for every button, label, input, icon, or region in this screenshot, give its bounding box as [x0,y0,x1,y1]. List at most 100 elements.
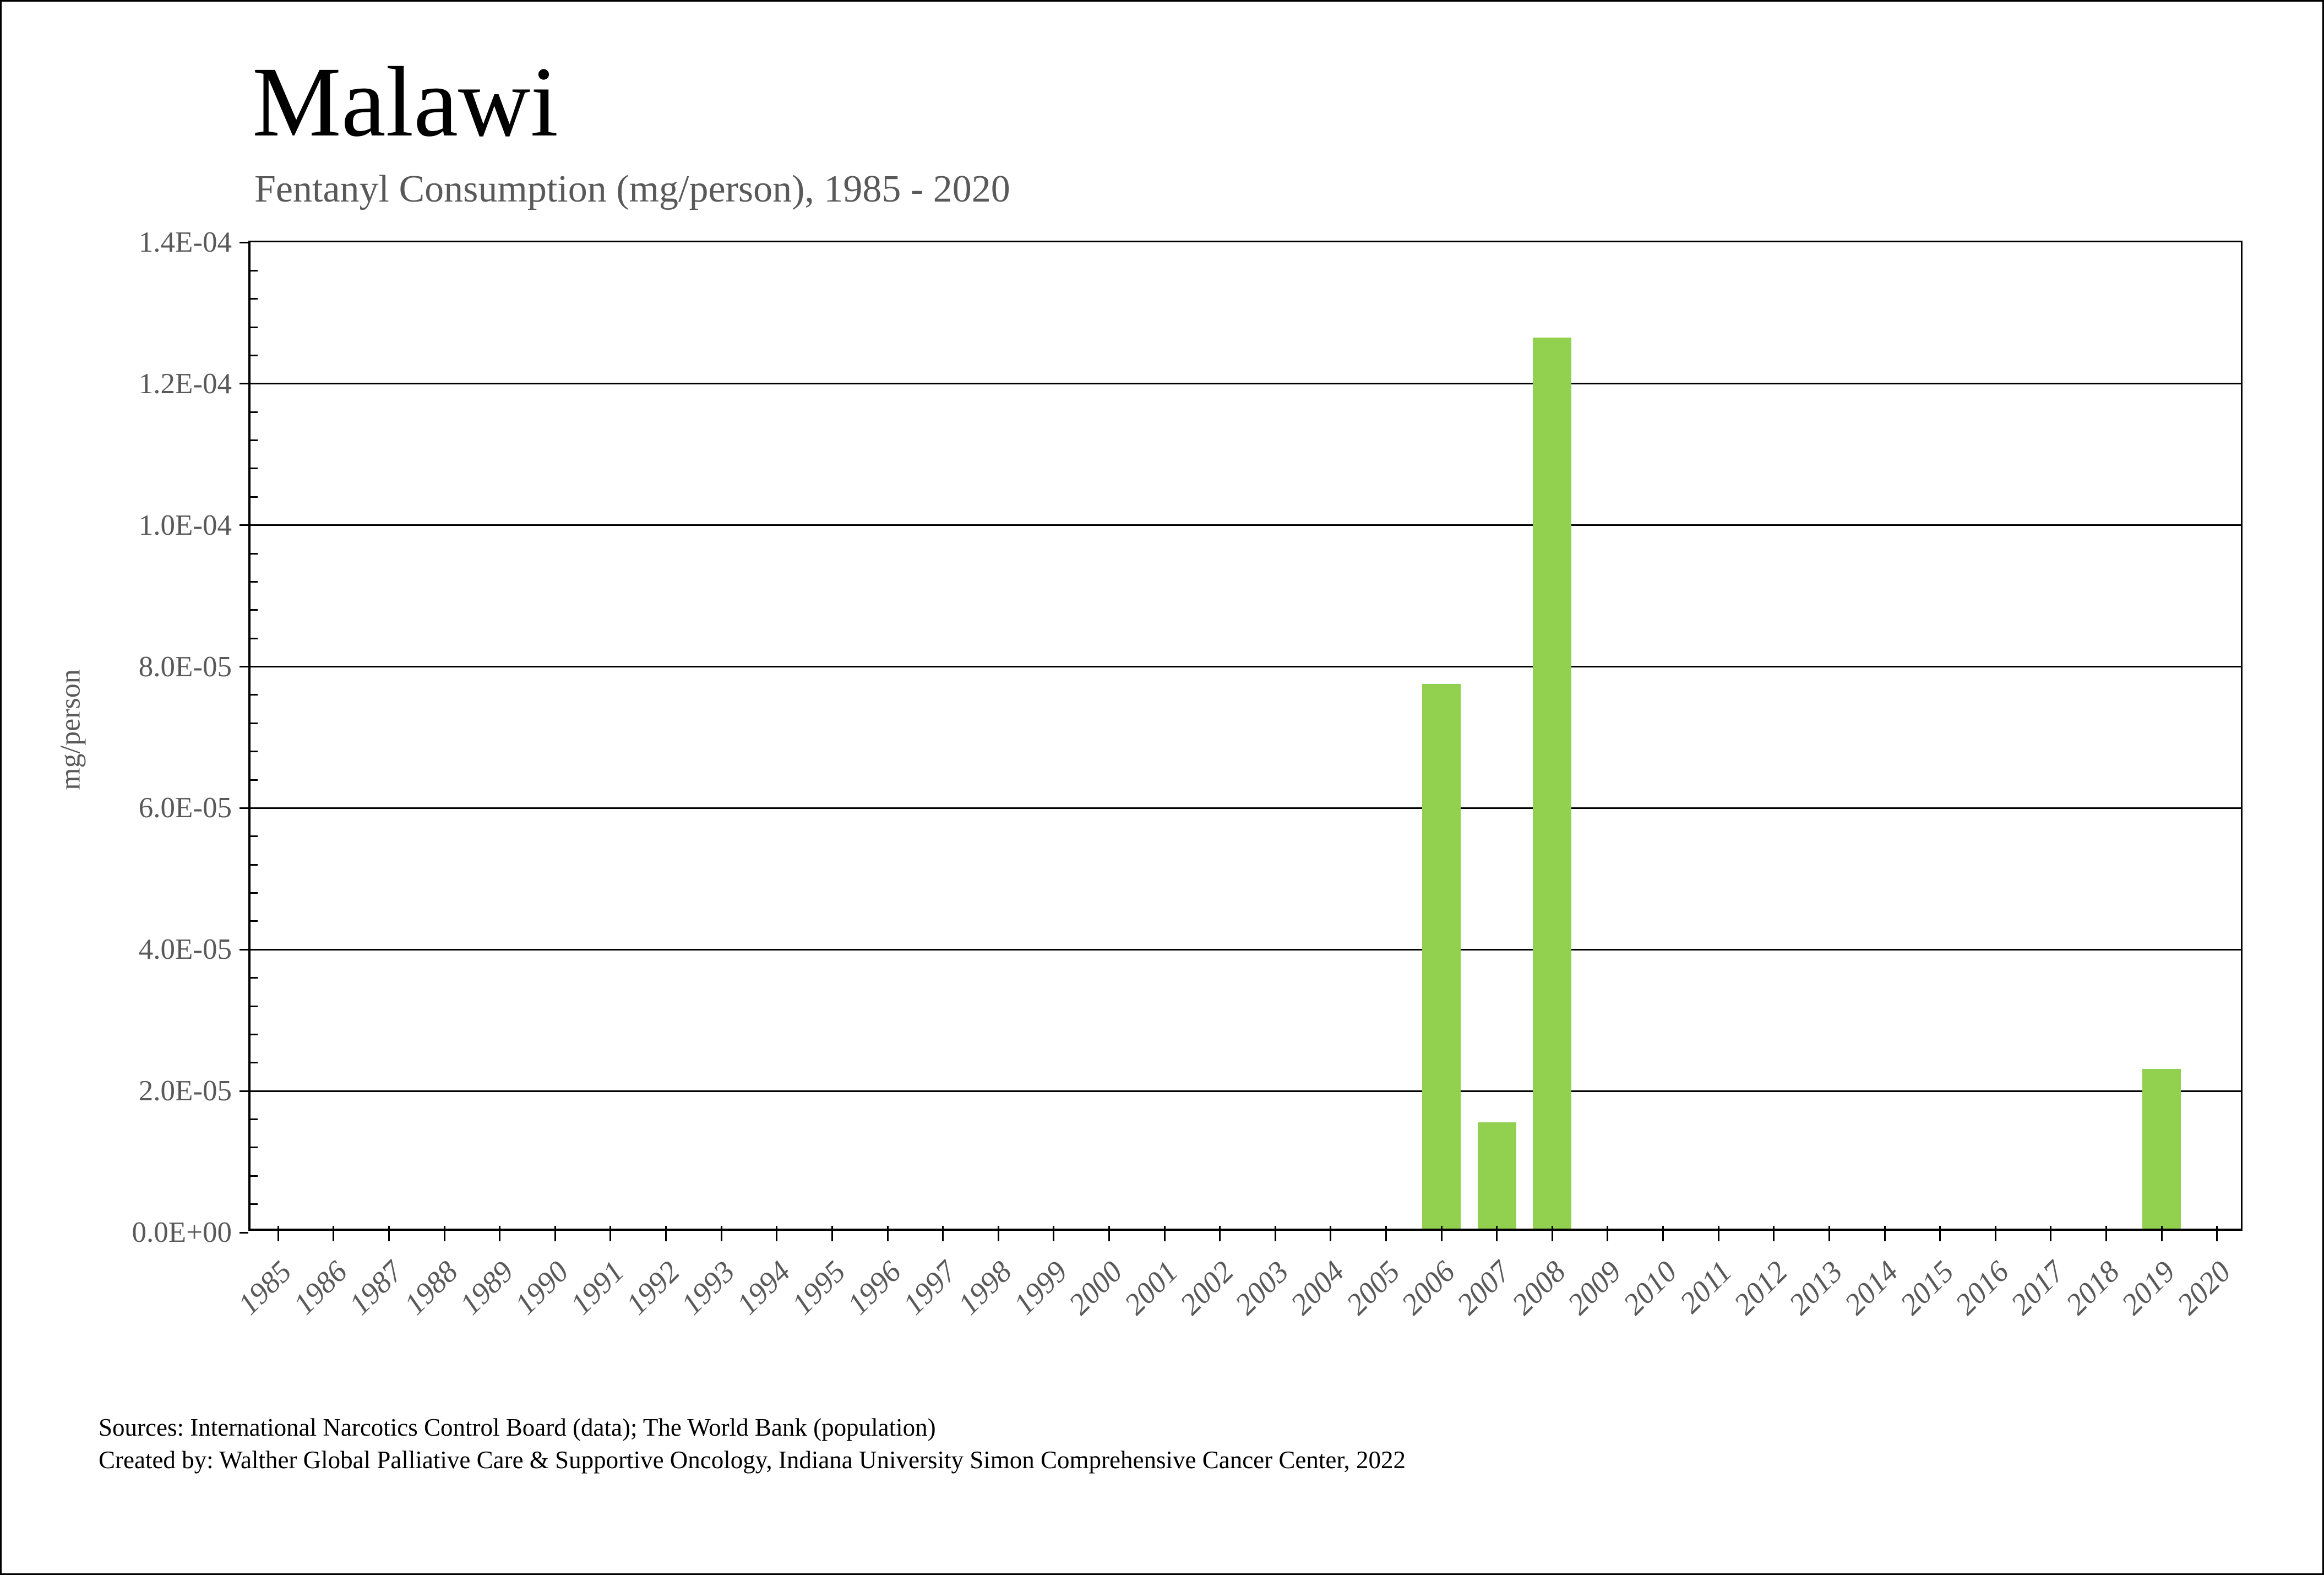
x-tick-1987 [388,1226,390,1241]
x-tick-1995 [831,1226,833,1241]
x-tick-1993 [720,1226,722,1241]
x-tick-2011 [1717,1226,1719,1241]
x-tick-2001 [1163,1226,1166,1241]
y-tick-label-4.0E-05: 4.0E-05 [138,933,232,966]
x-tick-2003 [1274,1226,1276,1241]
y-minor-tick [251,637,258,639]
x-tick-2019 [2160,1226,2163,1241]
x-tick-2020 [2216,1226,2218,1241]
y-axis-title: mg/person [55,669,86,790]
y-minor-tick [251,751,258,753]
y-minor-tick [251,892,258,894]
x-tick-label-text-2020: 2020 [2170,1254,2237,1321]
y-major-tick-8.0E-05 [240,666,248,668]
gridline-4.0E-05 [251,948,2241,951]
y-minor-tick [251,779,258,781]
y-minor-tick [251,1147,258,1149]
y-tick-label-1.2E-04: 1.2E-04 [138,367,232,400]
gridline-1.2E-04 [251,383,2241,385]
y-minor-tick [251,1175,258,1177]
x-tick-2008 [1551,1226,1553,1241]
y-major-tick-2.0E-05 [240,1090,248,1092]
y-minor-tick [251,920,258,922]
bar-2006 [1422,684,1461,1229]
gridline-2.0E-05 [251,1090,2241,1092]
y-major-tick-6.0E-05 [240,807,248,809]
x-tick-label-2020: 2020 [2038,1254,2237,1321]
x-tick-2018 [2105,1226,2107,1241]
y-minor-tick [251,863,258,866]
y-minor-tick [251,722,258,724]
x-tick-1998 [997,1226,999,1241]
chart-subtitle: Fentanyl Consumption (mg/person), 1985 -… [254,168,1010,210]
x-tick-1988 [443,1226,445,1241]
x-tick-1996 [886,1226,889,1241]
y-minor-tick [251,1033,258,1035]
y-tick-label-2.0E-05: 2.0E-05 [138,1075,232,1107]
bar-2019 [2142,1068,2181,1229]
y-tick-label-6.0E-05: 6.0E-05 [138,792,232,824]
x-tick-2009 [1607,1226,1609,1241]
x-tick-1990 [554,1226,556,1241]
source-note: Sources: International Narcotics Control… [99,1411,1406,1476]
y-minor-tick [251,269,258,271]
x-tick-1992 [665,1226,667,1241]
y-minor-tick [251,496,258,498]
x-tick-2005 [1385,1226,1387,1241]
y-minor-tick [251,1062,258,1064]
plot-area: 0.0E+00 2.0E-05 4.0E-05 6.0E-05 8.0E-05 1.0E-… [132,226,2243,1321]
y-minor-tick [251,694,258,696]
y-minor-tick [251,609,258,611]
x-tick-1989 [499,1226,501,1241]
y-tick-label-8.0E-05: 8.0E-05 [138,650,232,683]
x-tick-2012 [1773,1226,1775,1241]
y-major-tick-1.0E-04 [240,524,248,526]
x-tick-2000 [1108,1226,1110,1241]
bar-2008 [1533,337,1572,1229]
x-tick-2007 [1496,1226,1498,1241]
y-minor-tick [251,354,258,356]
y-minor-tick [251,1118,258,1120]
gridline-8.0E-05 [251,666,2241,668]
y-minor-tick [251,468,258,470]
y-minor-tick [251,552,258,555]
gridline-1.0E-04 [251,524,2241,526]
x-tick-1994 [776,1226,778,1241]
gridline-6.0E-05 [251,807,2241,809]
x-tick-1991 [609,1226,612,1241]
y-minor-tick [251,835,258,838]
y-minor-tick [251,411,258,413]
y-major-tick-1.4E-04 [240,241,248,243]
chart-title: Malawi [252,47,558,158]
y-tick-label-0.0E+00: 0.0E+00 [132,1216,232,1248]
x-tick-2006 [1440,1226,1443,1241]
y-minor-tick [251,977,258,979]
y-minor-tick [251,439,258,442]
y-minor-tick [251,580,258,583]
bar-2007 [1477,1122,1516,1229]
y-tick-label-1.4E-04: 1.4E-04 [138,226,232,258]
x-tick-2010 [1662,1226,1664,1241]
y-major-tick-1.2E-04 [240,383,248,385]
x-tick-2017 [2050,1226,2052,1241]
x-tick-1985 [277,1226,279,1241]
x-tick-2002 [1219,1226,1221,1241]
y-tick-label-1.0E-04: 1.0E-04 [138,509,232,541]
x-tick-2014 [1884,1226,1886,1241]
x-tick-2004 [1330,1226,1332,1241]
y-minor-tick [251,1203,258,1205]
y-major-tick-0.0E+00 [240,1231,248,1234]
y-major-tick-4.0E-05 [240,948,248,951]
y-minor-tick [251,298,258,300]
x-tick-1999 [1053,1226,1055,1241]
source-line-2: Created by: Walther Global Palliative Ca… [99,1446,1406,1474]
y-minor-tick [251,326,258,328]
x-tick-2016 [1994,1226,1996,1241]
x-tick-2015 [1939,1226,1941,1241]
source-line-1: Sources: International Narcotics Control… [99,1414,936,1441]
x-tick-1997 [942,1226,944,1241]
x-tick-1986 [333,1226,335,1241]
x-tick-2013 [1828,1226,1830,1241]
y-minor-tick [251,1005,258,1007]
